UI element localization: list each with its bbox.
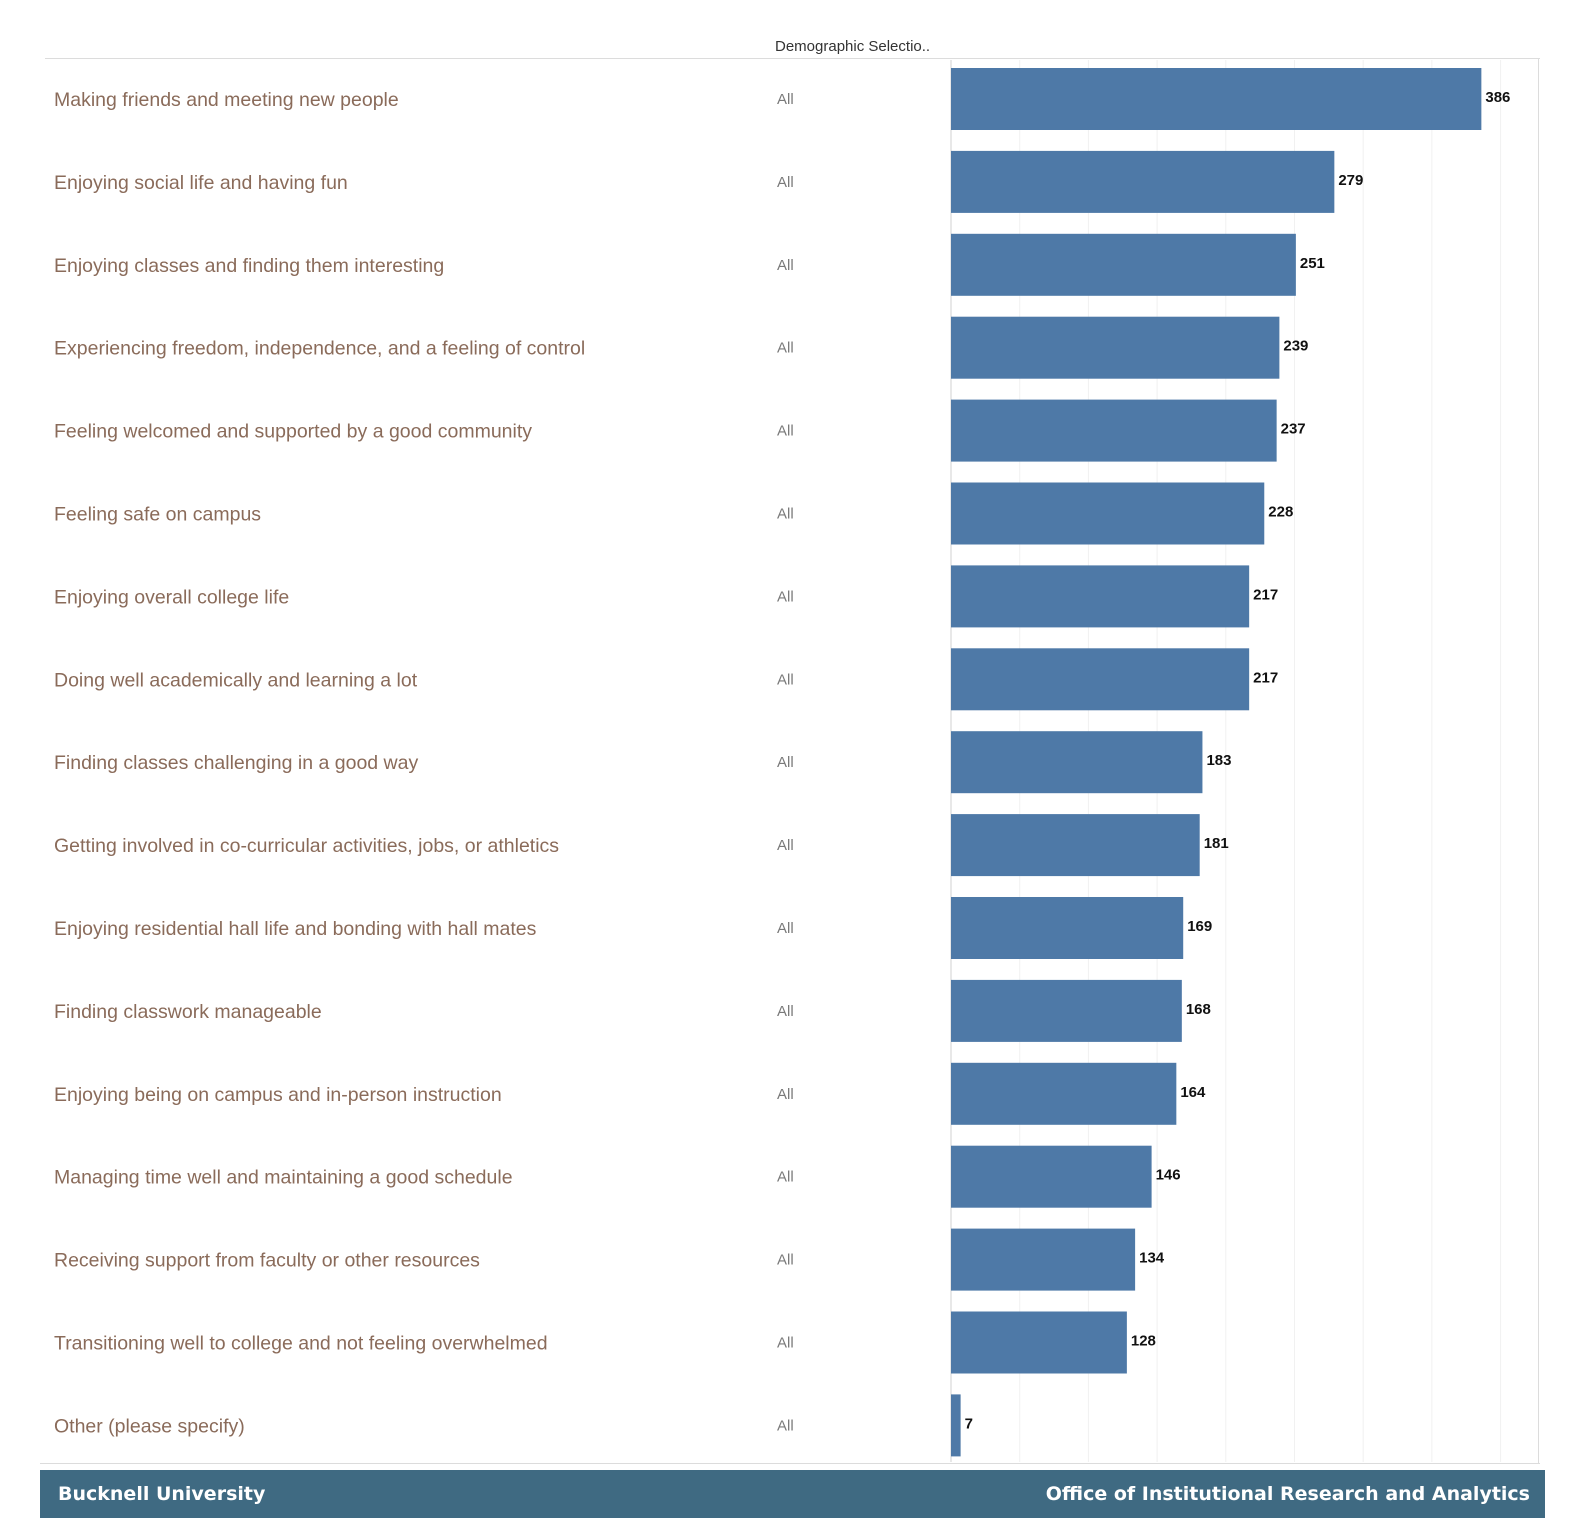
category-label: Finding classwork manageable (54, 1001, 322, 1023)
category-label: Enjoying residential hall life and bondi… (54, 918, 537, 940)
bar[interactable] (951, 1145, 1152, 1208)
column-header-demographic: Demographic Selectio.. (775, 38, 931, 55)
bar[interactable] (951, 897, 1184, 959)
category-label: Receiving support from faculty or other … (54, 1250, 480, 1272)
category-label: Feeling welcomed and supported by a good… (54, 421, 532, 443)
demographic-label: All (777, 506, 794, 523)
bar-value-label: 7 (965, 1415, 973, 1432)
bar-value-label: 217 (1253, 669, 1278, 686)
category-label: Other (please specify) (54, 1415, 245, 1437)
demographic-label: All (777, 91, 794, 108)
demographic-label: All (777, 423, 794, 440)
bar-value-label: 169 (1187, 918, 1212, 935)
demographic-label: All (777, 257, 794, 274)
bar-value-label: 181 (1204, 835, 1229, 852)
bar[interactable] (951, 1394, 961, 1457)
bar-value-label: 239 (1283, 338, 1308, 355)
bar-value-label: 183 (1206, 752, 1231, 769)
demographic-label: All (777, 671, 794, 688)
demographic-label: All (777, 340, 794, 357)
bar[interactable] (951, 150, 1335, 213)
bottom-divider (40, 1463, 1540, 1464)
bar[interactable] (951, 814, 1200, 877)
bar-value-label: 251 (1300, 255, 1325, 272)
demographic-label: All (777, 1417, 794, 1434)
category-label: Feeling safe on campus (54, 504, 261, 526)
bar-value-label: 217 (1253, 586, 1278, 603)
demographic-label: All (777, 174, 794, 191)
category-label: Finding classes challenging in a good wa… (54, 752, 418, 774)
bar[interactable] (951, 399, 1277, 462)
bar[interactable] (951, 482, 1265, 545)
bar-value-label: 164 (1180, 1084, 1206, 1101)
bar-value-label: 228 (1268, 504, 1293, 521)
footer-office-name: Office of Institutional Research and Ana… (1045, 1483, 1530, 1505)
demographic-label: All (777, 837, 794, 854)
demographic-label: All (777, 1169, 794, 1186)
bar[interactable] (951, 979, 1182, 1042)
category-label: Experiencing freedom, independence, and … (54, 338, 585, 360)
bar-value-label: 168 (1186, 1001, 1211, 1018)
footer-university-name: Bucknell University (58, 1483, 266, 1505)
bar-value-label: 134 (1139, 1250, 1165, 1267)
demographic-label: All (777, 1335, 794, 1352)
bar[interactable] (951, 68, 1482, 130)
footer-banner: Bucknell University Office of Institutio… (40, 1470, 1545, 1518)
right-divider (1538, 58, 1539, 1464)
bars (951, 68, 1482, 1457)
category-label: Managing time well and maintaining a goo… (54, 1167, 513, 1189)
bar[interactable] (951, 731, 1203, 794)
demographic-label: All (777, 1252, 794, 1269)
bar[interactable] (951, 1062, 1177, 1125)
demographic-label: All (777, 1086, 794, 1103)
category-label: Enjoying social life and having fun (54, 172, 348, 194)
category-label: Doing well academically and learning a l… (54, 669, 418, 691)
bar[interactable] (951, 565, 1250, 628)
bar[interactable] (951, 1228, 1136, 1291)
bar[interactable] (951, 648, 1250, 711)
bar-value-label: 128 (1131, 1333, 1156, 1350)
demographic-label: All (777, 754, 794, 771)
bar-value-label: 146 (1156, 1167, 1181, 1184)
category-label: Transitioning well to college and not fe… (54, 1333, 548, 1355)
demographic-label: All (777, 920, 794, 937)
top-divider (45, 58, 1540, 59)
demographic-label: All (777, 588, 794, 605)
category-label: Enjoying classes and finding them intere… (54, 255, 444, 277)
demographic-label: All (777, 1003, 794, 1020)
category-label: Enjoying overall college life (54, 586, 289, 608)
category-label: Enjoying being on campus and in-person i… (54, 1084, 502, 1106)
bar-value-label: 237 (1281, 421, 1306, 438)
bar-value-label: 386 (1485, 89, 1510, 106)
category-label: Getting involved in co-curricular activi… (54, 835, 559, 857)
bar[interactable] (951, 316, 1280, 379)
bar-value-label: 279 (1338, 172, 1363, 189)
labels: Making friends and meeting new people All… (54, 89, 1510, 1437)
bar[interactable] (951, 1311, 1127, 1374)
category-label: Making friends and meeting new people (54, 89, 399, 111)
bar[interactable] (951, 233, 1296, 296)
